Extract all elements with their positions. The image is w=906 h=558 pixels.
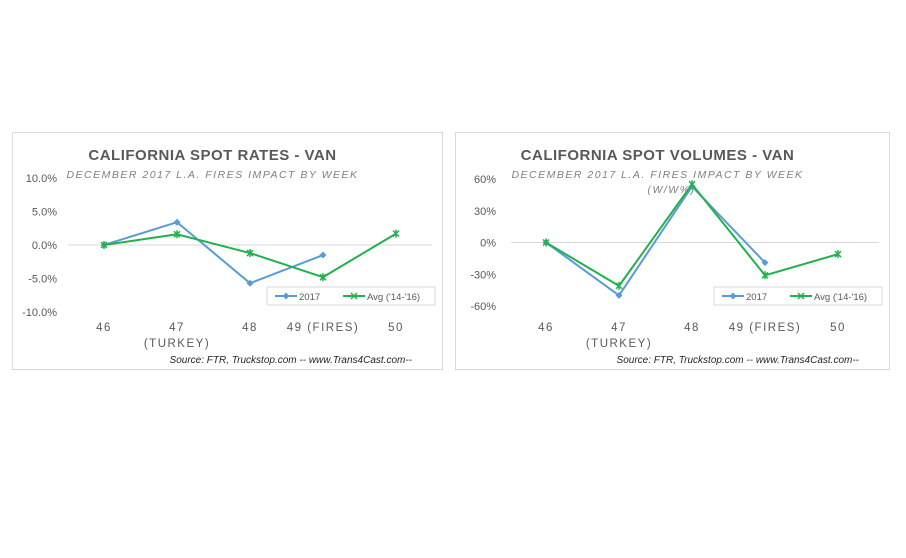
data-point-avg [392,229,400,238]
chart-panel-spot-rates: CALIFORNIA SPOT RATES - VAN DECEMBER 2017… [12,132,443,370]
data-point-2017 [319,251,327,259]
x-tick-label: 50 [388,322,404,334]
y-tick-label: 0% [480,238,496,250]
legend-marker [350,292,358,300]
y-tick-label: 0.0% [32,240,57,252]
legend-label: Avg ('14-'16) [814,292,867,303]
chart-subtitle: DECEMBER 2017 L.A. FIRES IMPACT BY WEEK [66,169,358,181]
chart-source: Source: FTR, Truckstop.com -- www.Trans4… [617,355,860,366]
data-point-avg [319,273,327,282]
data-point-2017 [615,291,623,299]
y-tick-label: 10.0% [26,173,57,185]
x-tick-label: 47 [611,322,627,334]
x-tick-label: 50 [830,322,846,334]
legend-label: 2017 [746,292,767,303]
data-point-avg [834,250,842,259]
data-point-avg [615,281,623,290]
data-point-avg [542,238,550,247]
series-line-avg [545,182,839,288]
chart-source: Source: FTR, Truckstop.com -- www.Trans4… [170,355,413,366]
data-point-avg [100,241,108,249]
data-point-avg [761,271,769,280]
chart-spot-volumes: CALIFORNIA SPOT VOLUMES - VAN DECEMBER 20… [470,147,883,366]
series-line-2017 [103,221,324,285]
legend-marker [797,292,805,300]
x-tick-label: 48 [242,322,258,334]
x-tick-label: 46 [96,322,112,334]
legend-label: 2017 [299,292,320,303]
data-point-2017 [761,259,769,267]
y-tick-label: -30% [470,269,496,281]
x-tick-label: 49 (FIRES) [287,322,360,334]
x-tick-sublabel: (TURKEY) [586,338,652,350]
data-point-avg [688,180,696,189]
data-point-2017 [173,218,181,226]
chart-subtitle: DECEMBER 2017 L.A. FIRES IMPACT BY WEEK [511,169,803,181]
y-tick-label: -5.0% [28,274,57,286]
x-tick-label: 46 [538,322,554,334]
legend-label: Avg ('14-'16) [367,292,420,303]
legend-marker [729,292,737,300]
data-point-avg [246,249,254,258]
data-point-2017 [246,279,254,287]
x-tick-label: 48 [684,322,700,334]
chart-title: CALIFORNIA SPOT RATES - VAN [88,147,336,164]
series-line-2017 [545,184,766,297]
y-tick-label: 30% [474,206,496,218]
legend-marker [282,292,290,300]
chart-spot-rates: CALIFORNIA SPOT RATES - VAN DECEMBER 2017… [22,147,436,366]
x-tick-label: 47 [169,322,185,334]
chart-title: CALIFORNIA SPOT VOLUMES - VAN [521,147,795,164]
y-tick-label: -10.0% [22,307,57,319]
x-tick-sublabel: (TURKEY) [144,338,210,350]
chart-panel-spot-volumes: CALIFORNIA SPOT VOLUMES - VAN DECEMBER 20… [455,132,890,370]
y-tick-label: 5.0% [32,207,57,219]
y-tick-label: -60% [470,301,496,313]
y-tick-label: 60% [474,174,496,186]
data-point-avg [173,230,181,239]
chart-subtitle-2: (W/W%) [647,184,695,196]
x-tick-label: 49 (FIRES) [729,322,802,334]
